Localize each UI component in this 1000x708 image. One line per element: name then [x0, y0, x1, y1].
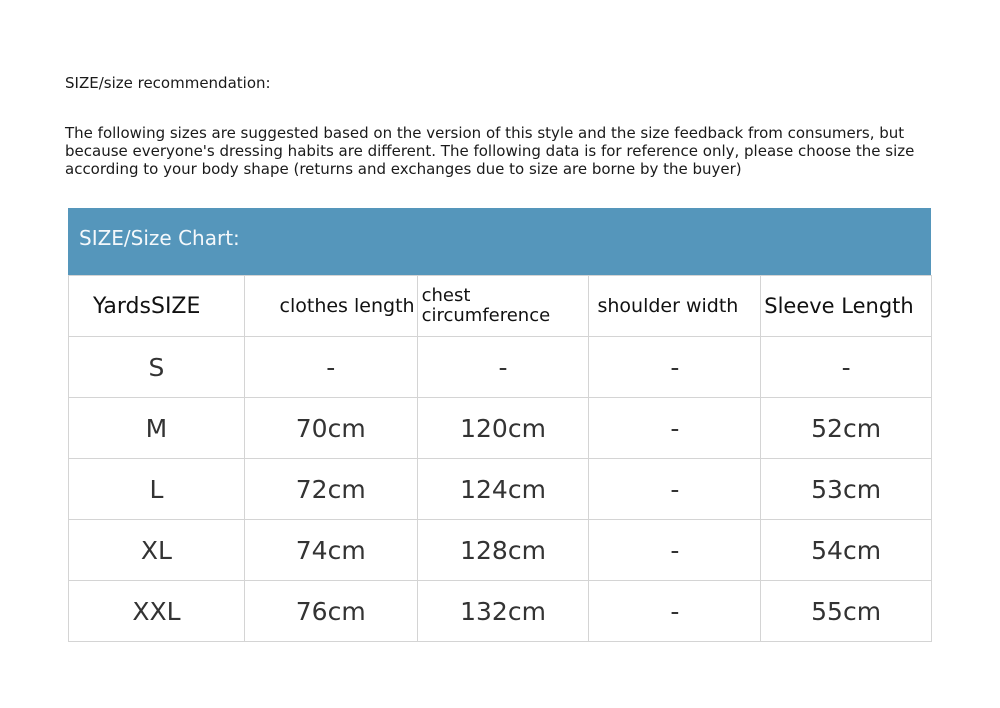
measurement-cell: 74cm — [243, 519, 418, 581]
measurement-cell: 120cm — [416, 397, 590, 459]
measurement-cell: 52cm — [760, 397, 932, 459]
measurement-cell: 128cm — [416, 519, 590, 581]
measurement-cell: - — [588, 397, 762, 459]
column-header: Sleeve Length — [760, 275, 932, 337]
table-row: XXL 76cm 132cm -55cm — [68, 580, 932, 642]
measurement-cell: 132cm — [416, 580, 590, 642]
measurement-cell: - — [243, 336, 418, 398]
size-cell: XL — [68, 519, 245, 581]
measurement-cell: 70cm — [243, 397, 418, 459]
measurement-cell: 72cm — [243, 458, 418, 520]
measurement-cell: 55cm — [760, 580, 932, 642]
chart-title: SIZE/Size Chart: — [68, 208, 931, 275]
intro-text: The following sizes are suggested based … — [65, 124, 915, 178]
size-cell: M — [68, 397, 245, 459]
measurement-cell: - — [588, 336, 762, 398]
measurement-cell: - — [588, 580, 762, 642]
column-header: chest circumference — [416, 275, 590, 337]
column-header: shoulder width — [588, 275, 762, 337]
measurement-cell: - — [760, 336, 932, 398]
column-header: YardsSIZE — [68, 275, 245, 337]
size-cell: L — [68, 458, 245, 520]
header-row: YardsSIZE clothes length chest circumfer… — [68, 275, 932, 337]
measurement-cell: 54cm — [760, 519, 932, 581]
size-cell: XXL — [68, 580, 245, 642]
size-cell: S — [68, 336, 245, 398]
measurement-cell: 53cm — [760, 458, 932, 520]
size-table: YardsSIZE clothes length chest circumfer… — [68, 275, 932, 642]
measurement-cell: 124cm — [416, 458, 590, 520]
measurement-cell: - — [416, 336, 590, 398]
table-row: XL 74cm 128cm -54cm — [68, 519, 932, 581]
column-header: clothes length — [243, 275, 418, 337]
measurement-cell: - — [588, 458, 762, 520]
page-title: SIZE/size recommendation: — [65, 74, 271, 92]
measurement-cell: 76cm — [243, 580, 418, 642]
measurement-cell: - — [588, 519, 762, 581]
table-row: L 72cm 124cm -53cm — [68, 458, 932, 520]
table-row: M 70cm 120cm -52cm — [68, 397, 932, 459]
table-row: S---- — [68, 336, 932, 398]
